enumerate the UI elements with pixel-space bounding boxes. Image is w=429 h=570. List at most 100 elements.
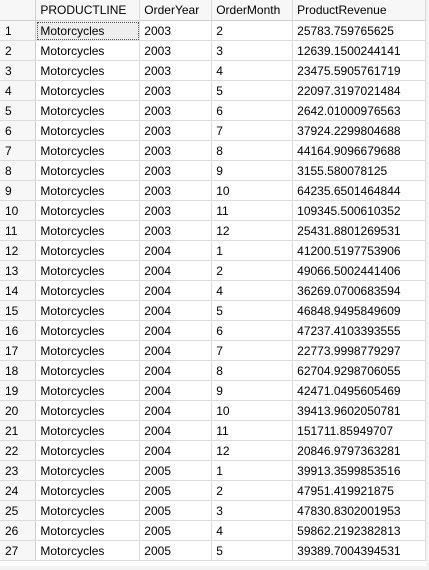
table-row[interactable]: 22 Motorcycles 2004 12 20846.9797363281: [0, 440, 426, 461]
cell-ordermonth[interactable]: 1: [211, 240, 294, 261]
table-row[interactable]: 18 Motorcycles 2004 8 62704.9298706055: [0, 360, 426, 381]
cell-productline[interactable]: Motorcycles: [35, 160, 141, 181]
row-number[interactable]: 14: [0, 280, 37, 301]
cell-ordermonth[interactable]: 10: [211, 180, 294, 201]
row-number[interactable]: 1: [0, 20, 37, 41]
table-row[interactable]: 15 Motorcycles 2004 5 46848.9495849609: [0, 300, 426, 321]
cell-productline[interactable]: Motorcycles: [35, 120, 141, 141]
table-row[interactable]: 1 Motorcycles 2003 2 25783.759765625: [0, 20, 426, 41]
cell-productrevenue[interactable]: 25431.8801269531: [292, 220, 426, 241]
cell-productrevenue[interactable]: 44164.9096679688: [292, 140, 426, 161]
row-number[interactable]: 16: [0, 320, 37, 341]
row-number[interactable]: 18: [0, 360, 37, 381]
cell-productrevenue[interactable]: 39413.9602050781: [292, 400, 426, 421]
row-number[interactable]: 5: [0, 100, 37, 121]
cell-ordermonth[interactable]: 9: [211, 160, 294, 181]
corner-header[interactable]: [0, 0, 37, 21]
row-number[interactable]: 17: [0, 340, 37, 361]
row-number[interactable]: 3: [0, 60, 37, 81]
row-number[interactable]: 6: [0, 120, 37, 141]
cell-ordermonth[interactable]: 4: [211, 280, 294, 301]
cell-ordermonth[interactable]: 12: [211, 220, 294, 241]
cell-productrevenue[interactable]: 64235.6501464844: [292, 180, 426, 201]
row-number[interactable]: 21: [0, 420, 37, 441]
row-number[interactable]: 10: [0, 200, 37, 221]
row-number[interactable]: 15: [0, 300, 37, 321]
row-number[interactable]: 25: [0, 500, 37, 521]
cell-productline[interactable]: Motorcycles: [35, 40, 141, 61]
cell-productrevenue[interactable]: 12639.1500244141: [292, 40, 426, 61]
cell-productrevenue[interactable]: 49066.5002441406: [292, 260, 426, 281]
cell-orderyear[interactable]: 2004: [139, 280, 213, 301]
cell-orderyear[interactable]: 2003: [139, 140, 213, 161]
table-row[interactable]: 20 Motorcycles 2004 10 39413.9602050781: [0, 400, 426, 421]
row-number[interactable]: 27: [0, 540, 37, 561]
table-row[interactable]: 27 Motorcycles 2005 5 39389.7004394531: [0, 540, 426, 561]
row-number[interactable]: 7: [0, 140, 37, 161]
table-row[interactable]: 26 Motorcycles 2005 4 59862.2192382813: [0, 520, 426, 541]
cell-orderyear[interactable]: 2004: [139, 340, 213, 361]
cell-productrevenue[interactable]: 25783.759765625: [292, 20, 426, 41]
cell-productline[interactable]: Motorcycles: [35, 360, 141, 381]
cell-productline[interactable]: Motorcycles: [35, 320, 141, 341]
cell-ordermonth[interactable]: 11: [211, 200, 294, 221]
cell-productline[interactable]: Motorcycles: [35, 440, 141, 461]
cell-ordermonth[interactable]: 6: [211, 100, 294, 121]
row-number[interactable]: 9: [0, 180, 37, 201]
cell-productline[interactable]: Motorcycles: [35, 140, 141, 161]
cell-productrevenue[interactable]: 22097.3197021484: [292, 80, 426, 101]
cell-productline[interactable]: Motorcycles: [35, 220, 141, 241]
cell-ordermonth[interactable]: 2: [211, 480, 294, 501]
table-row[interactable]: 11 Motorcycles 2003 12 25431.8801269531: [0, 220, 426, 241]
table-row[interactable]: 25 Motorcycles 2005 3 47830.8302001953: [0, 500, 426, 521]
cell-productrevenue[interactable]: 3155.580078125: [292, 160, 426, 181]
row-number[interactable]: 19: [0, 380, 37, 401]
cell-productline[interactable]: Motorcycles: [35, 380, 141, 401]
table-row[interactable]: 21 Motorcycles 2004 11 151711.85949707: [0, 420, 426, 441]
table-row[interactable]: 12 Motorcycles 2004 1 41200.5197753906: [0, 240, 426, 261]
table-row[interactable]: 9 Motorcycles 2003 10 64235.6501464844: [0, 180, 426, 201]
row-number[interactable]: 24: [0, 480, 37, 501]
cell-productline[interactable]: Motorcycles: [35, 200, 141, 221]
cell-productline[interactable]: Motorcycles: [35, 80, 141, 101]
cell-orderyear[interactable]: 2003: [139, 100, 213, 121]
table-row[interactable]: 24 Motorcycles 2005 2 47951.419921875: [0, 480, 426, 501]
cell-productrevenue[interactable]: 20846.9797363281: [292, 440, 426, 461]
cell-ordermonth[interactable]: 11: [211, 420, 294, 441]
column-header-ordermonth[interactable]: OrderMonth: [211, 0, 294, 21]
cell-orderyear[interactable]: 2004: [139, 360, 213, 381]
column-header-productrevenue[interactable]: ProductRevenue: [292, 0, 426, 21]
cell-orderyear[interactable]: 2005: [139, 520, 213, 541]
cell-productline[interactable]: Motorcycles: [35, 340, 141, 361]
cell-orderyear[interactable]: 2005: [139, 480, 213, 501]
cell-productrevenue[interactable]: 59862.2192382813: [292, 520, 426, 541]
cell-orderyear[interactable]: 2004: [139, 320, 213, 341]
cell-productline[interactable]: Motorcycles: [35, 20, 141, 41]
table-row[interactable]: 13 Motorcycles 2004 2 49066.5002441406: [0, 260, 426, 281]
cell-productline[interactable]: Motorcycles: [35, 240, 141, 261]
table-row[interactable]: 5 Motorcycles 2003 6 2642.01000976563: [0, 100, 426, 121]
cell-ordermonth[interactable]: 7: [211, 340, 294, 361]
row-number[interactable]: 8: [0, 160, 37, 181]
cell-ordermonth[interactable]: 3: [211, 500, 294, 521]
row-number[interactable]: 2: [0, 40, 37, 61]
row-number[interactable]: 4: [0, 80, 37, 101]
cell-productline[interactable]: Motorcycles: [35, 500, 141, 521]
cell-orderyear[interactable]: 2003: [139, 20, 213, 41]
row-number[interactable]: 22: [0, 440, 37, 461]
cell-productrevenue[interactable]: 23475.5905761719: [292, 60, 426, 81]
cell-productline[interactable]: Motorcycles: [35, 400, 141, 421]
cell-ordermonth[interactable]: 2: [211, 20, 294, 41]
cell-productline[interactable]: Motorcycles: [35, 520, 141, 541]
cell-orderyear[interactable]: 2003: [139, 220, 213, 241]
cell-productline[interactable]: Motorcycles: [35, 460, 141, 481]
cell-productline[interactable]: Motorcycles: [35, 260, 141, 281]
column-header-productline[interactable]: PRODUCTLINE: [35, 0, 141, 21]
cell-productline[interactable]: Motorcycles: [35, 420, 141, 441]
table-row[interactable]: 14 Motorcycles 2004 4 36269.0700683594: [0, 280, 426, 301]
table-row[interactable]: 3 Motorcycles 2003 4 23475.5905761719: [0, 60, 426, 81]
cell-orderyear[interactable]: 2005: [139, 500, 213, 521]
cell-ordermonth[interactable]: 2: [211, 260, 294, 281]
cell-ordermonth[interactable]: 5: [211, 80, 294, 101]
cell-orderyear[interactable]: 2004: [139, 400, 213, 421]
